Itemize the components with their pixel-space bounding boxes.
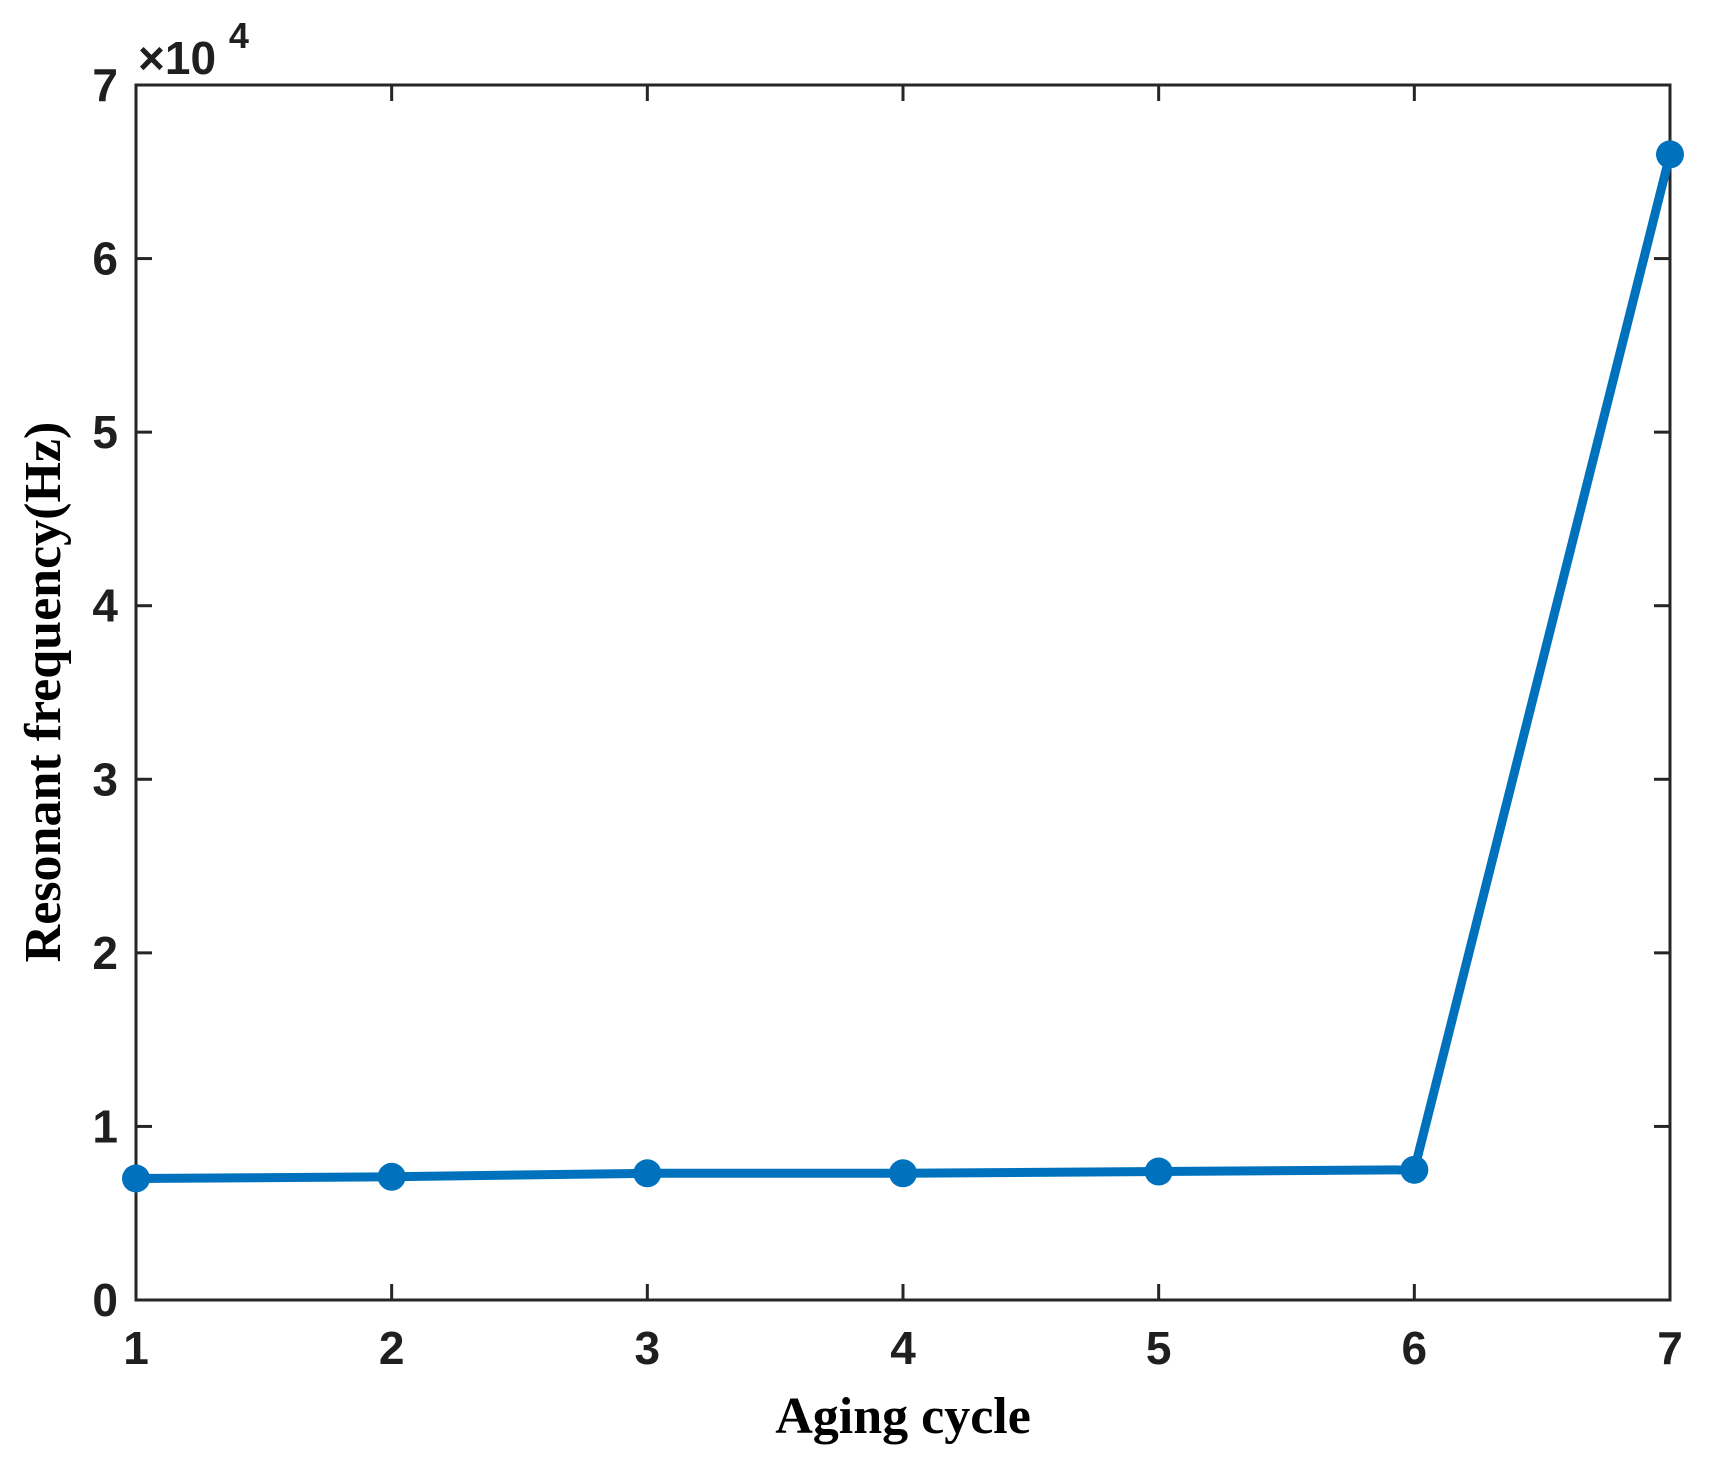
y-tick-label: 0 xyxy=(92,1274,118,1326)
exponent-base: ×10 xyxy=(138,32,216,84)
y-tick-label: 1 xyxy=(92,1100,118,1152)
data-point-marker xyxy=(122,1164,150,1193)
y-tick-label: 3 xyxy=(92,753,118,805)
x-tick-label: 4 xyxy=(890,1322,916,1374)
y-tick-label: 4 xyxy=(92,580,118,632)
x-tick-label: 2 xyxy=(379,1322,405,1374)
x-tick-label: 5 xyxy=(1146,1322,1172,1374)
exponent-power: 4 xyxy=(229,15,249,56)
y-tick-label: 7 xyxy=(92,59,118,111)
data-point-marker xyxy=(633,1159,662,1188)
data-point-marker xyxy=(1656,140,1684,169)
x-tick-label: 1 xyxy=(123,1322,149,1374)
data-point-marker xyxy=(1144,1157,1173,1186)
x-tick-label: 6 xyxy=(1402,1322,1428,1374)
x-tick-label: 7 xyxy=(1657,1322,1683,1374)
y-axis-label: Resonant frequency(Hz) xyxy=(15,422,72,963)
plot-area-border xyxy=(134,83,1672,1302)
y-tick-label: 6 xyxy=(92,233,118,285)
data-series xyxy=(122,140,1684,1193)
x-tick-label: 3 xyxy=(635,1322,661,1374)
y-tick-label: 2 xyxy=(92,927,118,979)
series-line xyxy=(131,149,1675,1183)
y-tick-label: 5 xyxy=(92,406,118,458)
x-axis-label: Aging cycle xyxy=(775,1388,1031,1445)
data-point-marker xyxy=(889,1159,917,1188)
y-axis-exponent-label: ×10 4 xyxy=(138,15,249,84)
data-point-marker xyxy=(1400,1155,1429,1184)
data-point-marker xyxy=(377,1162,406,1191)
